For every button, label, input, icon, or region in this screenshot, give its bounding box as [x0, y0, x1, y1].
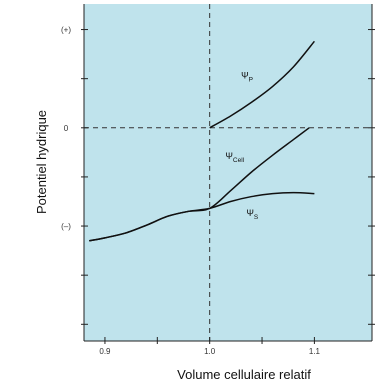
x-tick-label: 1.1 [309, 347, 321, 356]
ticks: (+) 0 (–) 0.9 1.0 1.1 [61, 26, 375, 356]
curve-label-psi-s: ΨS [246, 208, 259, 221]
curve-label-subscript: P [249, 77, 253, 84]
curves [89, 40, 315, 242]
axes [83, 4, 373, 342]
curve-label-psi-cell: ΨCell [225, 151, 244, 164]
reference-lines [84, 4, 372, 341]
x-axis-title: Volume cellulaire relatif [177, 367, 311, 382]
x-tick-label: 0.9 [99, 347, 111, 356]
curve-label-symbol: Ψ [246, 208, 254, 218]
x-tick-label: 1.0 [204, 347, 216, 356]
curve-label-symbol: Ψ [241, 71, 249, 81]
curve-psi-p [209, 40, 315, 129]
curve-label-subscript: Cell [233, 157, 245, 164]
y-tick-label: (–) [61, 222, 71, 231]
y-tick-label: (+) [61, 26, 71, 35]
curve-label-subscript: S [254, 214, 259, 221]
y-tick-label: 0 [64, 124, 69, 133]
curve-psi-s [89, 191, 315, 242]
y-axis-title: Potentiel hydrique [34, 110, 49, 214]
curve-label-psi-p: ΨP [241, 71, 253, 84]
plot-area [84, 4, 372, 341]
curve-label-symbol: Ψ [225, 151, 233, 161]
